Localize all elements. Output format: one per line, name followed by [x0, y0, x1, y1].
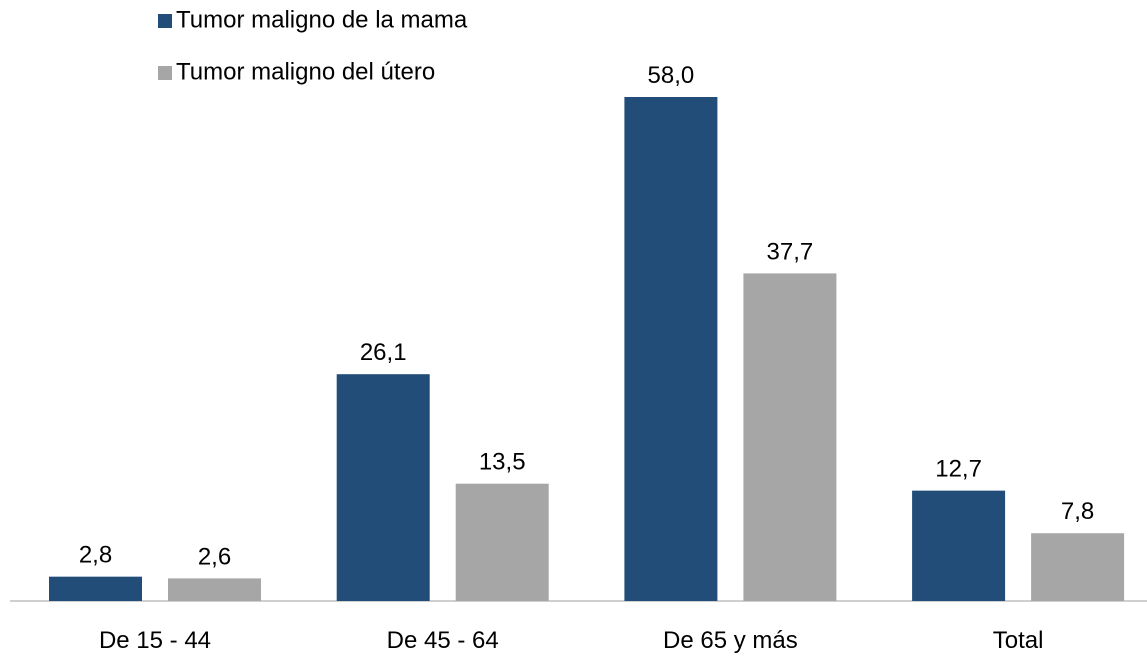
bar [49, 576, 142, 601]
x-tick-label: De 15 - 44 [99, 627, 211, 654]
x-tick-label: De 45 - 64 [387, 627, 499, 654]
bar [336, 374, 430, 601]
data-label: 12,7 [935, 456, 982, 483]
bar [168, 578, 261, 601]
bar [624, 97, 718, 601]
x-tick-label: De 65 y más [663, 627, 798, 654]
data-label: 37,7 [767, 238, 814, 265]
data-label: 2,6 [198, 543, 231, 570]
legend-label: Tumor maligno de la mama [176, 6, 468, 33]
legend-label: Tumor maligno del útero [176, 58, 435, 85]
data-label: 26,1 [360, 339, 407, 366]
data-label: 2,8 [79, 542, 112, 569]
bar [1031, 533, 1125, 601]
legend-swatch [158, 14, 172, 28]
legend-swatch [158, 66, 172, 80]
x-tick-label: Total [993, 627, 1044, 654]
bar [912, 490, 1006, 601]
data-label: 7,8 [1061, 498, 1094, 525]
bar [455, 483, 549, 601]
bar [743, 273, 837, 601]
data-label: 58,0 [648, 62, 695, 89]
data-label: 13,5 [479, 449, 526, 476]
